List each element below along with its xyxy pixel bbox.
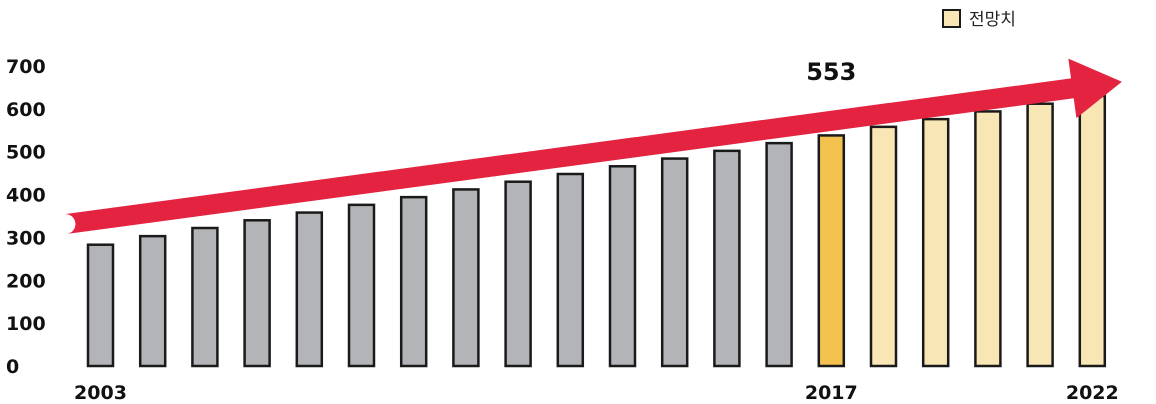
bar-2006 xyxy=(243,219,271,368)
x-axis: 2003 2017 2022 xyxy=(74,382,1119,404)
bars xyxy=(86,94,1107,368)
y-tick-label: 200 xyxy=(6,270,46,292)
x-tick-label: 2017 xyxy=(805,382,858,404)
data-labels: 553 xyxy=(806,58,856,86)
bar-2015 xyxy=(713,149,741,368)
bar-2012 xyxy=(556,172,585,368)
bar-2007 xyxy=(295,211,324,368)
bar-2018 xyxy=(869,125,898,368)
legend-swatch xyxy=(942,9,961,28)
legend-label: 전망치 xyxy=(969,10,1016,30)
legend: 전망치 xyxy=(942,9,1016,30)
bar-2009 xyxy=(399,195,428,368)
y-tick-label: 0 xyxy=(6,356,19,378)
bar-2005 xyxy=(191,226,219,368)
bar-2003 xyxy=(86,243,115,368)
y-tick-label: 300 xyxy=(6,227,46,249)
data-label-2017: 553 xyxy=(806,58,856,86)
y-tick-label: 700 xyxy=(6,56,46,78)
y-tick-label: 400 xyxy=(6,185,46,207)
bar-2008 xyxy=(347,203,376,368)
bar-2021 xyxy=(1026,102,1054,368)
y-tick-label: 500 xyxy=(6,142,46,164)
x-tick-label: 2003 xyxy=(74,382,127,404)
bar-2020 xyxy=(974,110,1002,368)
x-tick-label: 2022 xyxy=(1066,382,1119,404)
trend-arrow xyxy=(64,58,1122,234)
bar-2014 xyxy=(660,157,689,368)
bar-2011 xyxy=(504,180,532,368)
bar-2013 xyxy=(608,165,637,368)
y-tick-label: 100 xyxy=(6,313,46,335)
bar-2010 xyxy=(452,188,480,368)
bar-2004 xyxy=(138,234,167,368)
bar-2019 xyxy=(921,117,950,368)
bar-2022 xyxy=(1078,94,1107,368)
y-tick-label: 600 xyxy=(6,99,46,121)
bar-2017 xyxy=(817,134,846,368)
bar-2016 xyxy=(765,141,793,368)
y-axis: 0 100 200 300 400 500 600 700 xyxy=(6,56,46,378)
